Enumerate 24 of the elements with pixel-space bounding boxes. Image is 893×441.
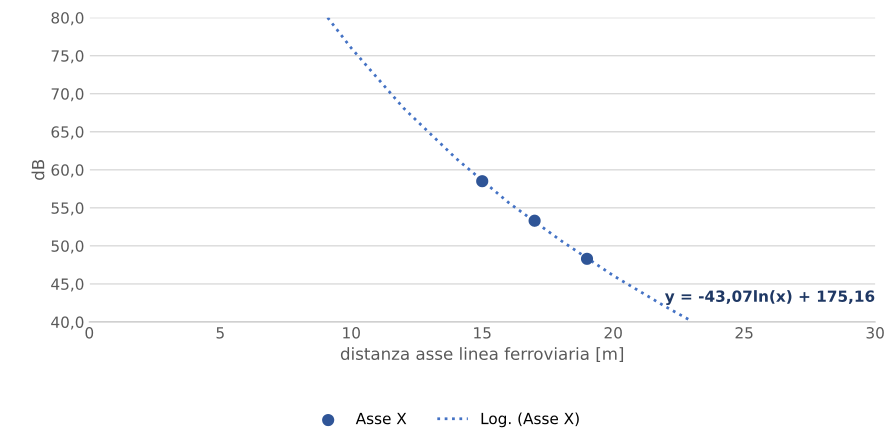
point (476, 175, 488, 188)
annotation: y = -43,07ln(x) + 175,16 (664, 290, 874, 306)
point (580, 252, 594, 265)
x-tick-label: 0 (85, 327, 94, 339)
y-tick-label: 65,0 (51, 126, 84, 140)
y-tick-label: 50,0 (52, 240, 84, 254)
y-tick-label: 70,0 (52, 88, 84, 102)
x-tick-label: 20 (604, 327, 622, 339)
legend-label: Asse X (356, 412, 406, 424)
y-tick-label: 75,0 (52, 50, 84, 64)
y-tick-label: 45,0 (51, 278, 84, 292)
legend-label: Log. (Asse X) (482, 412, 579, 428)
point (528, 214, 541, 227)
x-axis-title: distanza asse linea ferroviaria [m] (340, 347, 624, 362)
y-tick-label: 80,0 (51, 12, 84, 26)
x-tick-label: 30 (866, 327, 884, 339)
y-tick-label: 60,0 (51, 164, 84, 178)
y-axis-title: dB (32, 160, 44, 180)
y-tick-label: 40,0 (51, 316, 84, 330)
x-tick-label: 5 (216, 327, 224, 339)
y-tick-label: 55,0 (52, 202, 84, 216)
x-tick-label: 10 (343, 327, 360, 339)
x-tick-label: 25 (736, 327, 753, 339)
x-tick-label: 15 (474, 327, 491, 339)
